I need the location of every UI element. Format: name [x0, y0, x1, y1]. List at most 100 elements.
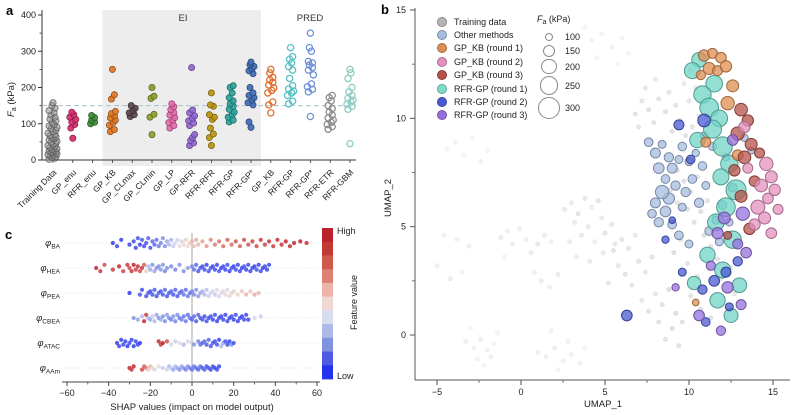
point [189, 317, 195, 322]
a-axes: 0 100 200 300 400 [21, 10, 356, 165]
point [229, 82, 237, 90]
point [498, 235, 504, 240]
point [283, 239, 288, 244]
point [532, 269, 537, 275]
point [548, 328, 554, 334]
point [135, 236, 140, 241]
legend-item: GP_KB (round 2) [437, 55, 527, 68]
point [209, 130, 217, 138]
size-legend-item: 150 [537, 44, 580, 58]
point [348, 83, 356, 92]
point [671, 250, 677, 256]
point [171, 292, 176, 297]
point [307, 80, 316, 88]
point [715, 256, 720, 262]
point [453, 139, 458, 145]
point [654, 184, 670, 200]
panel-c-x-axis-label: SHAP values (impact on model output) [110, 402, 274, 413]
point [146, 264, 151, 269]
point [200, 239, 205, 244]
point [256, 290, 261, 296]
point [700, 136, 712, 148]
a-y-tick-label: 0 [31, 155, 36, 165]
point [734, 189, 748, 203]
point [724, 302, 734, 312]
point [719, 60, 733, 73]
point [674, 154, 684, 164]
legend-label: GP_KB (round 1) [454, 43, 524, 54]
point [646, 308, 652, 314]
point [225, 262, 230, 267]
point [652, 162, 665, 174]
a-series-GP_LP [165, 100, 179, 132]
point [288, 66, 297, 74]
point [308, 59, 317, 67]
point [216, 239, 222, 244]
point [720, 266, 732, 278]
point [708, 274, 721, 287]
point [693, 197, 705, 208]
point [244, 312, 249, 317]
point [659, 205, 672, 218]
point [158, 240, 163, 246]
point [110, 126, 118, 134]
point [88, 111, 96, 119]
point [196, 269, 201, 274]
point [256, 262, 261, 267]
point [212, 312, 218, 317]
point [346, 139, 354, 148]
point [156, 339, 161, 344]
point [677, 202, 687, 212]
point [69, 134, 77, 142]
point [474, 356, 480, 362]
point [599, 31, 605, 37]
point [202, 314, 207, 319]
point [759, 156, 774, 171]
point [616, 61, 621, 67]
point [700, 317, 711, 327]
point [712, 168, 730, 186]
point [609, 44, 615, 50]
point [288, 52, 297, 61]
point [194, 319, 199, 324]
point [191, 292, 197, 297]
feature-label: φATAC [37, 338, 60, 351]
point [245, 118, 253, 126]
point [152, 242, 157, 247]
point [173, 319, 178, 324]
point [656, 96, 662, 102]
point [626, 245, 631, 251]
point [689, 124, 695, 130]
panel-c-letter: c [5, 227, 13, 242]
point [732, 238, 744, 250]
point [185, 294, 190, 299]
legend-label: RFR-GP (round 1) [454, 83, 528, 94]
point [152, 319, 157, 324]
point [196, 294, 201, 299]
point [258, 269, 263, 274]
feature-label: φPEA [41, 288, 61, 301]
point [160, 314, 165, 319]
point [208, 314, 213, 319]
legend-item: GP_KB (round 1) [437, 42, 527, 55]
point [726, 79, 740, 93]
point [158, 317, 163, 322]
point [646, 107, 652, 113]
legend-label: GP_KB (round 3) [454, 70, 524, 81]
point [269, 98, 277, 106]
point [241, 237, 247, 242]
point [221, 264, 226, 269]
point [196, 242, 201, 247]
point [160, 262, 165, 267]
point [175, 237, 180, 242]
feature-label: φBA [45, 238, 61, 251]
point [139, 287, 145, 292]
point [194, 287, 199, 292]
point [214, 319, 220, 324]
point [239, 289, 245, 294]
point [744, 137, 758, 151]
feature-label: φCBEA [36, 313, 61, 326]
point [204, 262, 209, 267]
point [481, 362, 487, 368]
point [131, 344, 136, 349]
